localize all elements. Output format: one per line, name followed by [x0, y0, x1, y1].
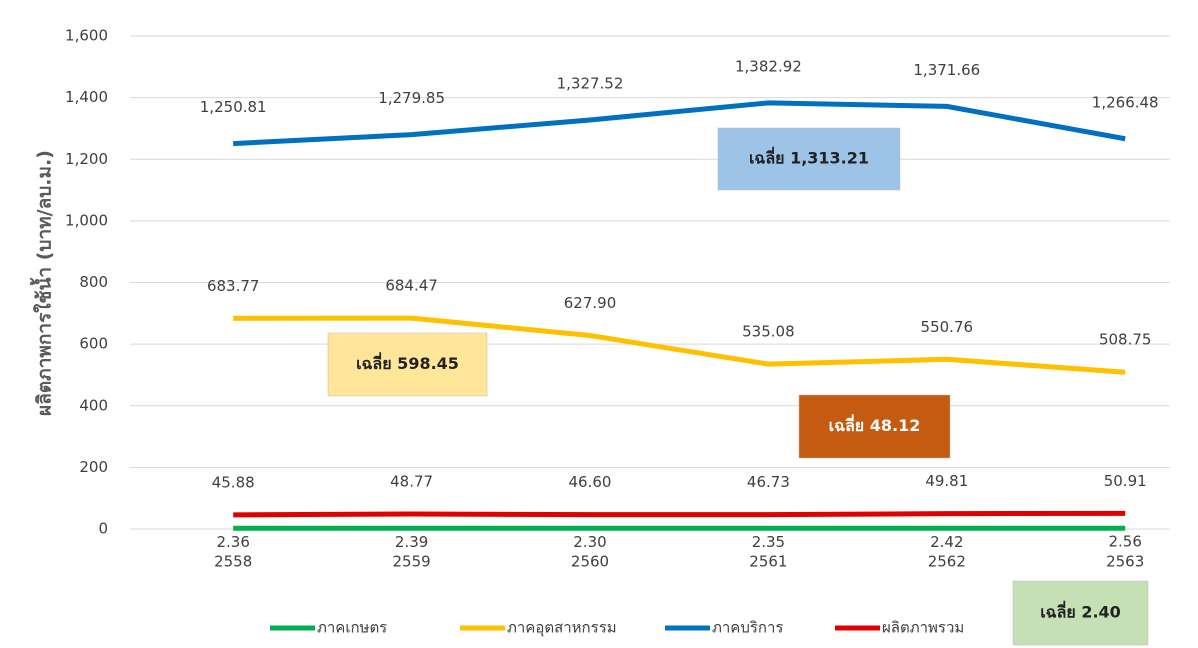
- data-label: 1,266.48: [1092, 93, 1159, 111]
- x-tick-label: 2559: [393, 553, 431, 571]
- data-label: 49.81: [925, 472, 968, 490]
- data-label: 550.76: [921, 318, 974, 336]
- data-label: 2.56: [1108, 533, 1141, 551]
- data-label: 2.30: [573, 533, 606, 551]
- data-label: 1,382.92: [735, 57, 802, 75]
- y-tick-label: 0: [98, 520, 108, 538]
- data-label: 2.42: [930, 533, 963, 551]
- y-tick-label: 200: [79, 458, 108, 476]
- data-label: 2.35: [752, 533, 785, 551]
- y-axis-title: ผลิตภาพการใช้น้ำ (บาท/ลบ.ม.): [30, 150, 56, 416]
- data-label: 1,371.66: [913, 61, 980, 79]
- legend-label: ภาคเกษตร: [317, 619, 387, 637]
- y-tick-label: 1,600: [65, 27, 108, 45]
- y-tick-label: 1,400: [65, 88, 108, 106]
- annotation-text: เฉลี่ย 598.45: [356, 352, 459, 373]
- series-line: [233, 100, 1126, 147]
- y-tick-label: 1,200: [65, 150, 108, 168]
- y-tick-label: 400: [79, 396, 108, 414]
- data-label: 508.75: [1099, 331, 1152, 349]
- x-tick-label: 2563: [1106, 553, 1144, 571]
- annotation-box: [717, 127, 901, 191]
- data-label: 1,250.81: [200, 98, 267, 116]
- legend-label: ภาคบริการ: [712, 619, 783, 637]
- x-tick-label: 2558: [214, 553, 252, 571]
- data-label: 683.77: [207, 277, 260, 295]
- annotation-box: [1012, 580, 1149, 646]
- data-label: 46.73: [747, 473, 790, 491]
- data-label: 45.88: [212, 473, 255, 491]
- data-label: 50.91: [1104, 472, 1147, 490]
- legend-label: ผลิตภาพรวม: [882, 619, 964, 637]
- legend-label: ภาคอุตสาหกรรม: [507, 619, 617, 638]
- annotation-box: [327, 332, 488, 397]
- data-label: 1,279.85: [378, 89, 445, 107]
- annotation-box: [798, 394, 951, 459]
- y-tick-label: 600: [79, 335, 108, 353]
- data-label: 2.39: [395, 533, 428, 551]
- data-label: 1,327.52: [557, 74, 624, 92]
- y-tick-label: 800: [79, 273, 108, 291]
- y-tick-label: 1,000: [65, 211, 108, 229]
- x-tick-label: 2561: [749, 553, 787, 571]
- series-line: [233, 315, 1126, 375]
- annotation-text: เฉลี่ย 2.40: [1040, 601, 1121, 622]
- data-label: 46.60: [569, 473, 612, 491]
- series-line: [233, 510, 1126, 518]
- data-label: 627.90: [564, 294, 617, 312]
- data-label: 48.77: [390, 472, 433, 490]
- data-label: 684.47: [385, 277, 438, 295]
- x-tick-label: 2560: [571, 553, 609, 571]
- annotation-text: เฉลี่ย 48.12: [829, 414, 921, 435]
- data-label: 2.36: [216, 533, 249, 551]
- annotation-text: เฉลี่ย 1,313.21: [749, 147, 869, 168]
- data-label: 535.08: [742, 323, 795, 341]
- x-tick-label: 2562: [928, 553, 966, 571]
